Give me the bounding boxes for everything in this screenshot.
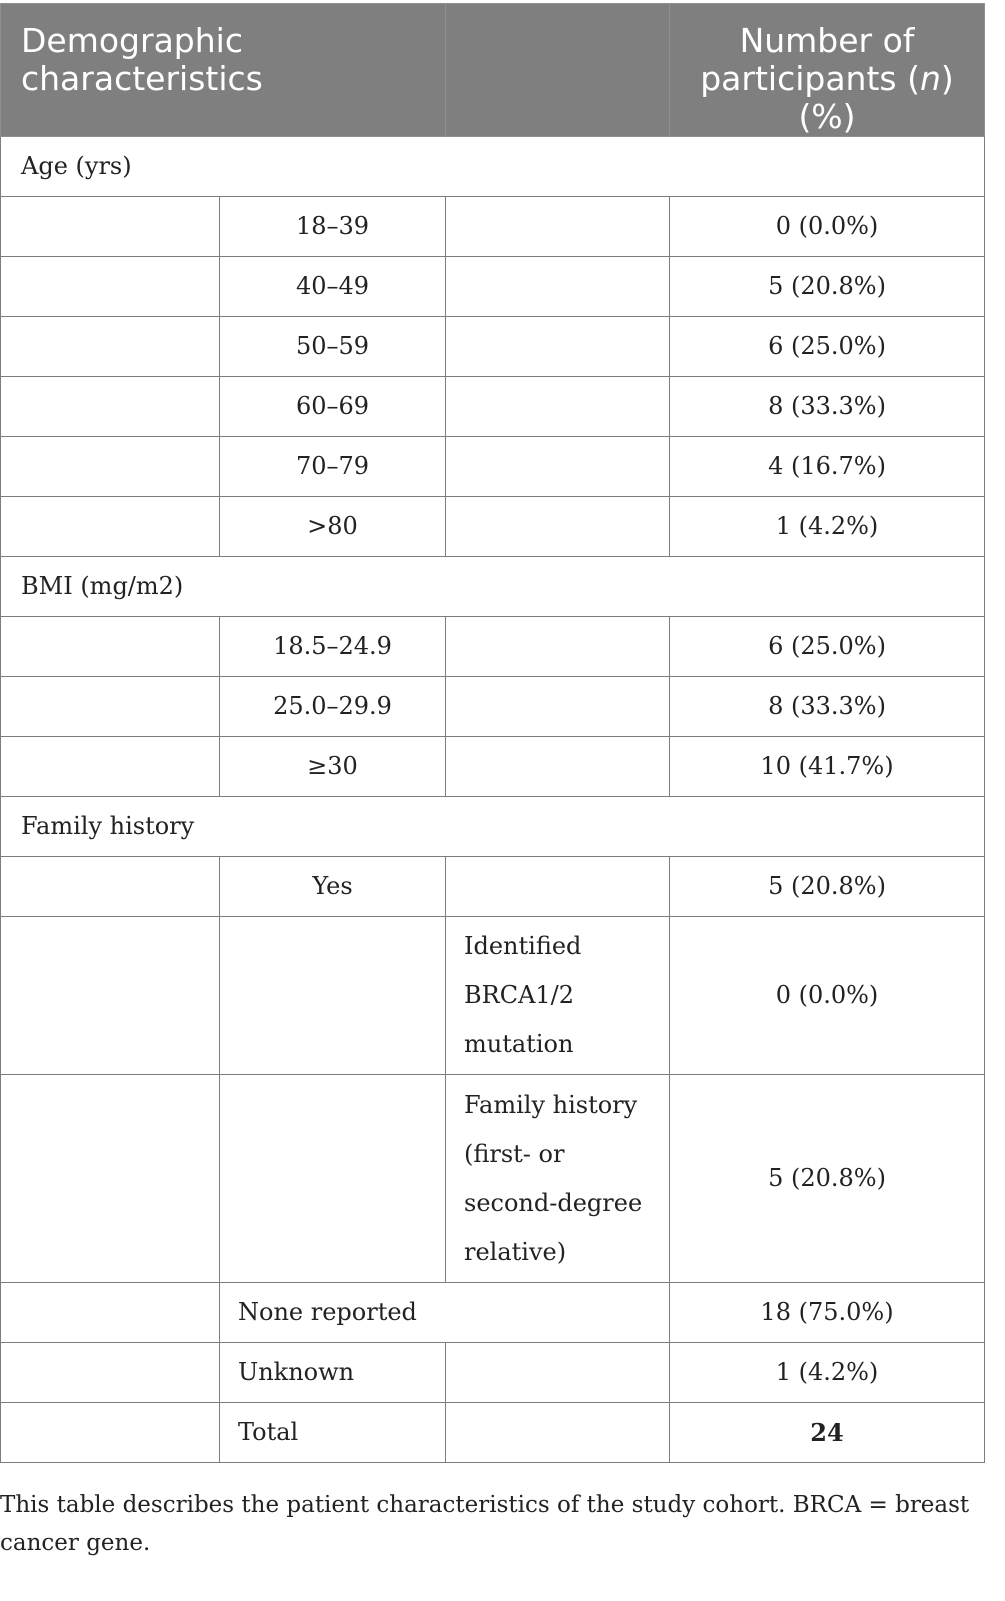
table-row: 25.0–29.9 8 (33.3%): [0, 676, 985, 737]
category-cell: None reported: [219, 1282, 670, 1343]
table-row: 40–49 5 (20.8%): [0, 256, 985, 317]
empty-cell: [0, 436, 220, 497]
table-row: Identified BRCA1/2 mutation 0 (0.0%): [0, 916, 985, 1075]
empty-cell: [445, 1342, 670, 1403]
category-cell: 18.5–24.9: [219, 616, 446, 677]
value-cell: 8 (33.3%): [669, 376, 985, 437]
empty-cell: [0, 1342, 220, 1403]
empty-cell: [445, 196, 670, 257]
empty-cell: [445, 496, 670, 557]
subcategory-cell-brca: Identified BRCA1/2 mutation: [445, 916, 670, 1075]
section-label-family-history: Family history: [0, 796, 985, 857]
demographics-table: Demographic characteristics Number of pa…: [0, 3, 985, 1463]
empty-cell: [0, 676, 220, 737]
table-row: 70–79 4 (16.7%): [0, 436, 985, 497]
empty-cell: [219, 1074, 446, 1283]
empty-cell: [0, 196, 220, 257]
empty-cell: [0, 856, 220, 917]
category-cell: >80: [219, 496, 446, 557]
category-cell: 18–39: [219, 196, 446, 257]
empty-cell: [445, 856, 670, 917]
header-number-of-participants: Number of participants (n) (%): [669, 3, 985, 137]
value-cell: 10 (41.7%): [669, 736, 985, 797]
section-row-age: Age (yrs): [0, 136, 985, 197]
empty-cell: [219, 916, 446, 1075]
category-cell: 50–59: [219, 316, 446, 377]
subcategory-line: Family history: [464, 1090, 638, 1119]
subcategory-cell-family-history: Family history (first- or second-degree rel…: [445, 1074, 670, 1283]
category-cell: Unknown: [219, 1342, 446, 1403]
total-row: Total 24: [0, 1402, 985, 1463]
value-cell: 0 (0.0%): [669, 916, 985, 1075]
value-cell: 5 (20.8%): [669, 256, 985, 317]
section-row-family-history: Family history: [0, 796, 985, 857]
table-row: Family history (first- or second-degree rel…: [0, 1074, 985, 1283]
empty-cell: [445, 376, 670, 437]
subcategory-line: second-degree: [464, 1188, 643, 1217]
empty-cell: [0, 1402, 220, 1463]
table-row: 60–69 8 (33.3%): [0, 376, 985, 437]
subcategory-line: relative): [464, 1237, 567, 1266]
category-cell: 60–69: [219, 376, 446, 437]
table-row: ≥30 10 (41.7%): [0, 736, 985, 797]
subcategory-line: mutation: [464, 1030, 574, 1058]
empty-cell: [0, 616, 220, 677]
value-cell: 4 (16.7%): [669, 436, 985, 497]
empty-cell: [0, 496, 220, 557]
value-cell: 6 (25.0%): [669, 316, 985, 377]
empty-cell: [0, 736, 220, 797]
category-cell: ≥30: [219, 736, 446, 797]
category-cell: 70–79: [219, 436, 446, 497]
empty-cell: [445, 736, 670, 797]
empty-cell: [445, 676, 670, 737]
total-value: 24: [669, 1402, 985, 1463]
table-row: Unknown 1 (4.2%): [0, 1342, 985, 1403]
value-cell: 5 (20.8%): [669, 856, 985, 917]
empty-cell: [445, 436, 670, 497]
table-row: 50–59 6 (25.0%): [0, 316, 985, 377]
category-cell: Yes: [219, 856, 446, 917]
empty-cell: [445, 316, 670, 377]
empty-cell: [445, 1402, 670, 1463]
value-cell: 1 (4.2%): [669, 496, 985, 557]
table-row: Yes 5 (20.8%): [0, 856, 985, 917]
table-row: >80 1 (4.2%): [0, 496, 985, 557]
empty-cell: [0, 256, 220, 317]
header-blank: [445, 3, 670, 137]
category-cell: 40–49: [219, 256, 446, 317]
value-cell: 1 (4.2%): [669, 1342, 985, 1403]
subcategory-line: BRCA1/2: [464, 981, 575, 1009]
table-footnote: This table describes the patient charact…: [0, 1492, 970, 1556]
table-row: 18–39 0 (0.0%): [0, 196, 985, 257]
value-cell: 18 (75.0%): [669, 1282, 985, 1343]
header-row: Demographic characteristics Number of pa…: [0, 3, 985, 137]
header-demographic-characteristics: Demographic characteristics: [0, 3, 446, 137]
empty-cell: [445, 616, 670, 677]
subcategory-line: (first- or: [464, 1139, 565, 1168]
empty-cell: [0, 1074, 220, 1283]
section-row-bmi: BMI (mg/m2): [0, 556, 985, 617]
value-cell: 6 (25.0%): [669, 616, 985, 677]
table-row: None reported 18 (75.0%): [0, 1282, 985, 1343]
value-cell: 5 (20.8%): [669, 1074, 985, 1283]
empty-cell: [0, 1282, 220, 1343]
empty-cell: [445, 256, 670, 317]
value-cell: 0 (0.0%): [669, 196, 985, 257]
value-cell: 8 (33.3%): [669, 676, 985, 737]
category-cell: 25.0–29.9: [219, 676, 446, 737]
total-label: Total: [219, 1402, 446, 1463]
empty-cell: [0, 916, 220, 1075]
table-row: 18.5–24.9 6 (25.0%): [0, 616, 985, 677]
empty-cell: [0, 376, 220, 437]
section-label-age: Age (yrs): [0, 136, 985, 197]
subcategory-line: Identified: [464, 932, 582, 960]
empty-cell: [0, 316, 220, 377]
section-label-bmi: BMI (mg/m2): [0, 556, 985, 617]
